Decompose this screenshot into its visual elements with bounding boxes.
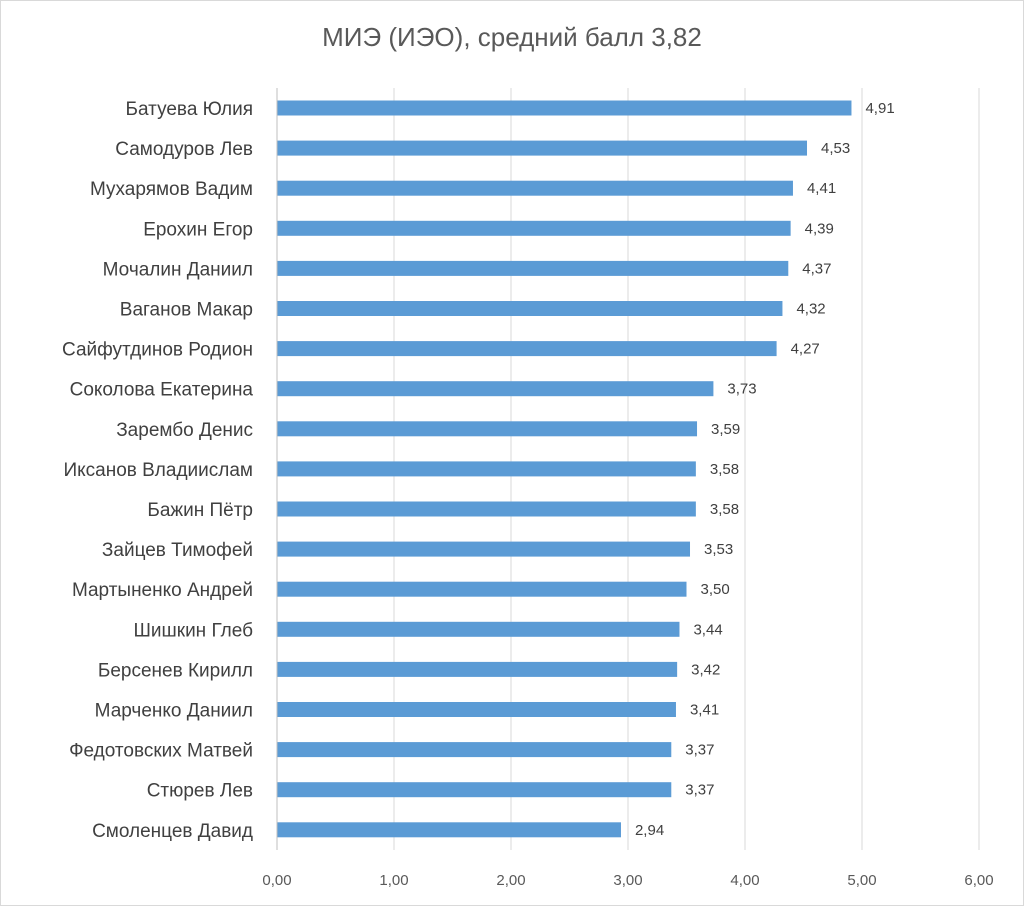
chart-title: МИЭ (ИЭО), средний балл 3,82 bbox=[322, 22, 702, 52]
category-label: Батуева Юлия bbox=[126, 99, 253, 120]
data-label: 3,37 bbox=[685, 742, 714, 759]
bar bbox=[277, 260, 789, 276]
data-label: 4,53 bbox=[821, 140, 850, 157]
data-label: 3,59 bbox=[711, 421, 740, 438]
category-label: Зарембо Денис bbox=[116, 420, 253, 441]
bar bbox=[277, 220, 791, 236]
bar bbox=[277, 782, 672, 798]
bar bbox=[277, 541, 691, 557]
x-tick-label: 0,00 bbox=[262, 872, 291, 889]
data-label: 4,32 bbox=[796, 301, 825, 318]
data-label: 4,39 bbox=[805, 220, 834, 237]
bar bbox=[277, 180, 793, 196]
data-label: 3,44 bbox=[693, 621, 722, 638]
bar bbox=[277, 581, 687, 597]
category-label: Ерохин Егор bbox=[143, 219, 253, 240]
bar bbox=[277, 501, 696, 517]
data-label: 3,42 bbox=[691, 661, 720, 678]
x-tick-label: 2,00 bbox=[496, 872, 525, 889]
x-tick-label: 5,00 bbox=[847, 872, 876, 889]
category-label: Иксанов Владиислам bbox=[63, 460, 253, 481]
data-label: 3,37 bbox=[685, 782, 714, 799]
category-label: Берсенев Кирилл bbox=[98, 660, 253, 681]
category-label: Бажин Пётр bbox=[147, 500, 253, 521]
category-label: Соколова Екатерина bbox=[70, 380, 254, 401]
data-label: 4,27 bbox=[791, 341, 820, 358]
data-label: 4,91 bbox=[865, 100, 894, 117]
category-label: Мартыненко Андрей bbox=[72, 580, 253, 601]
bar bbox=[277, 381, 714, 397]
category-label: Мухарямов Вадим bbox=[90, 179, 253, 200]
data-label: 3,58 bbox=[710, 461, 739, 478]
bar bbox=[277, 140, 808, 156]
category-label: Федотовских Матвей bbox=[69, 741, 253, 762]
bar bbox=[277, 702, 676, 717]
data-label: 3,41 bbox=[690, 702, 719, 719]
data-label: 3,73 bbox=[727, 381, 756, 398]
bar bbox=[277, 100, 852, 116]
bar bbox=[277, 341, 777, 357]
bar bbox=[277, 301, 783, 316]
bar bbox=[277, 742, 672, 758]
bar bbox=[277, 822, 621, 838]
category-label: Шишкин Глеб bbox=[133, 620, 253, 641]
x-tick-label: 1,00 bbox=[379, 872, 408, 889]
data-label: 3,58 bbox=[710, 501, 739, 518]
bar bbox=[277, 621, 680, 637]
category-label: Зайцев Тимофей bbox=[102, 540, 253, 561]
category-label: Сайфутдинов Родион bbox=[62, 340, 253, 361]
x-tick-label: 6,00 bbox=[964, 872, 993, 889]
data-label: 3,53 bbox=[704, 541, 733, 558]
data-label: 2,94 bbox=[635, 822, 664, 839]
data-label: 4,37 bbox=[802, 260, 831, 277]
category-label: Самодуров Лев bbox=[115, 139, 253, 160]
data-label: 3,50 bbox=[701, 581, 730, 598]
x-tick-label: 4,00 bbox=[730, 872, 759, 889]
category-label: Ваганов Макар bbox=[120, 300, 253, 321]
category-label: Марченко Даниил bbox=[95, 701, 253, 722]
bar bbox=[277, 461, 696, 477]
category-label: Смоленцев Давид bbox=[92, 821, 253, 842]
bar bbox=[277, 421, 698, 437]
category-label: Стюрев Лев bbox=[147, 781, 253, 802]
category-label: Мочалин Даниил bbox=[103, 259, 253, 280]
x-tick-label: 3,00 bbox=[613, 872, 642, 889]
data-label: 4,41 bbox=[807, 180, 836, 197]
bar bbox=[277, 661, 678, 677]
